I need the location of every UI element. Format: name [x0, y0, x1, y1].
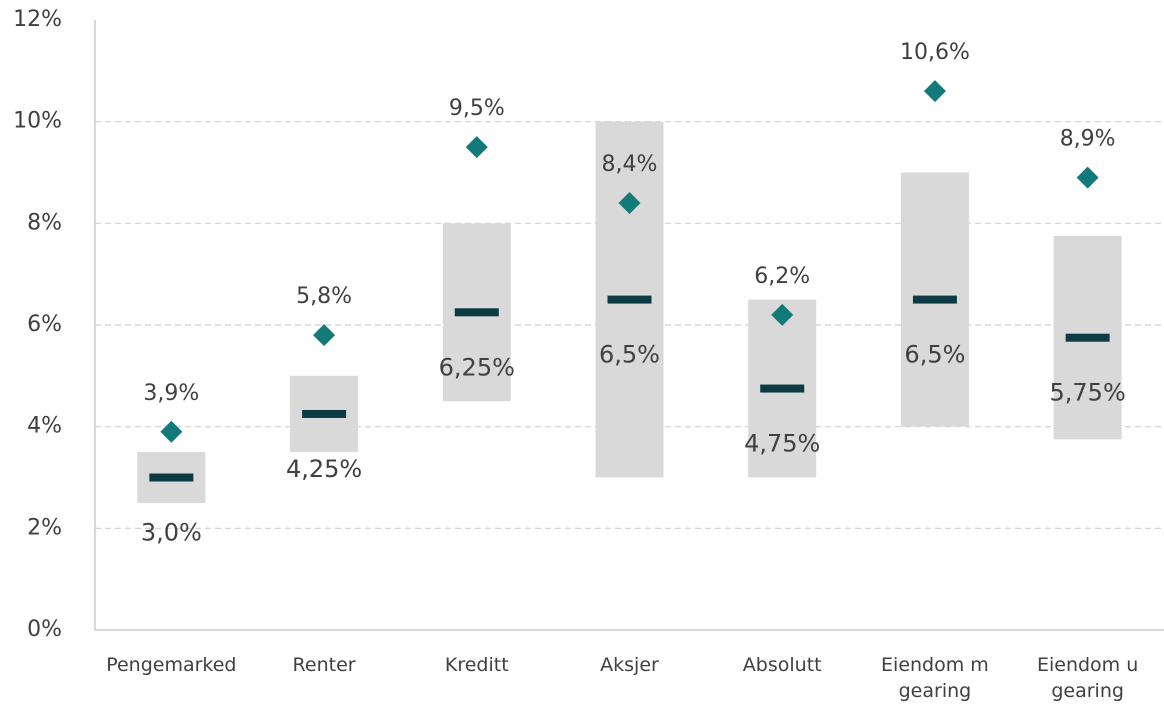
point-mark [465, 136, 488, 159]
point-label: 8,9% [1060, 127, 1116, 152]
median-label: 5,75% [1050, 379, 1126, 407]
median-mark [302, 409, 347, 418]
median-mark [454, 308, 499, 317]
y-tick-label: 0% [27, 617, 62, 642]
x-tick-label: Pengemarked [106, 654, 237, 676]
median-mark [912, 295, 957, 304]
median-label: 3,0% [141, 519, 202, 547]
point-mark [923, 80, 946, 103]
median-label: 4,25% [286, 455, 362, 483]
x-tick-label: Eiendom m gearing [881, 654, 989, 702]
point-mark [618, 192, 641, 214]
median-label: 6,5% [599, 341, 660, 369]
point-label: 10,6% [900, 40, 970, 65]
median-mark [760, 384, 805, 393]
point-mark [160, 420, 183, 443]
point-mark [1076, 166, 1099, 189]
x-tick-label: Renter [292, 654, 356, 676]
x-tick-label: Eiendom u gearing [1036, 654, 1139, 702]
median-label: 6,5% [904, 341, 965, 369]
point-mark [313, 324, 336, 347]
point-label: 8,4% [602, 152, 658, 177]
point-label: 6,2% [754, 264, 810, 289]
point-label: 5,8% [296, 284, 352, 309]
y-tick-label: 4% [27, 414, 62, 439]
y-tick-label: 12% [13, 7, 62, 32]
y-tick-label: 8% [27, 210, 62, 235]
median-label: 6,25% [439, 353, 515, 381]
point-label: 9,5% [449, 96, 505, 121]
y-tick-label: 10% [13, 109, 62, 134]
median-mark [149, 473, 194, 482]
median-mark [1065, 333, 1110, 342]
median-mark [607, 295, 652, 304]
y-tick-label: 2% [27, 515, 62, 540]
x-tick-label: Absolutt [742, 654, 822, 676]
point-mark [771, 303, 794, 326]
median-label: 4,75% [744, 430, 820, 458]
x-tick-label: Aksjer [600, 654, 659, 676]
point-label: 3,9% [143, 381, 199, 406]
y-tick-label: 6% [27, 312, 62, 337]
x-tick-label: Kreditt [444, 654, 509, 676]
